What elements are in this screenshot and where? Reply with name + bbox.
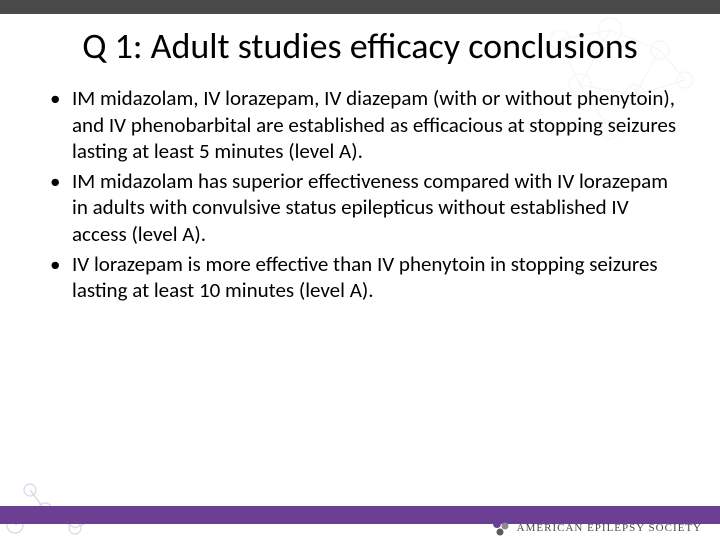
slide-title: Q 1: Adult studies efficacy conclusions — [0, 26, 720, 67]
footer-organization-name: AMERICAN EPILEPSY SOCIETY — [517, 522, 702, 534]
slide-content: IM midazolam, IV lorazepam, IV diazepam … — [0, 67, 720, 303]
top-accent-bar — [0, 0, 720, 14]
bullet-item: IV lorazepam is more effective than IV p… — [40, 251, 680, 304]
bullet-item: IM midazolam has superior effectiveness … — [40, 168, 680, 247]
footer-logo: AMERICAN EPILEPSY SOCIETY — [491, 518, 702, 538]
bullet-item: IM midazolam, IV lorazepam, IV diazepam … — [40, 85, 680, 164]
bullet-list: IM midazolam, IV lorazepam, IV diazepam … — [40, 85, 680, 303]
slide-footer: AMERICAN EPILEPSY SOCIETY — [0, 504, 720, 540]
logo-mark-icon — [491, 518, 511, 538]
